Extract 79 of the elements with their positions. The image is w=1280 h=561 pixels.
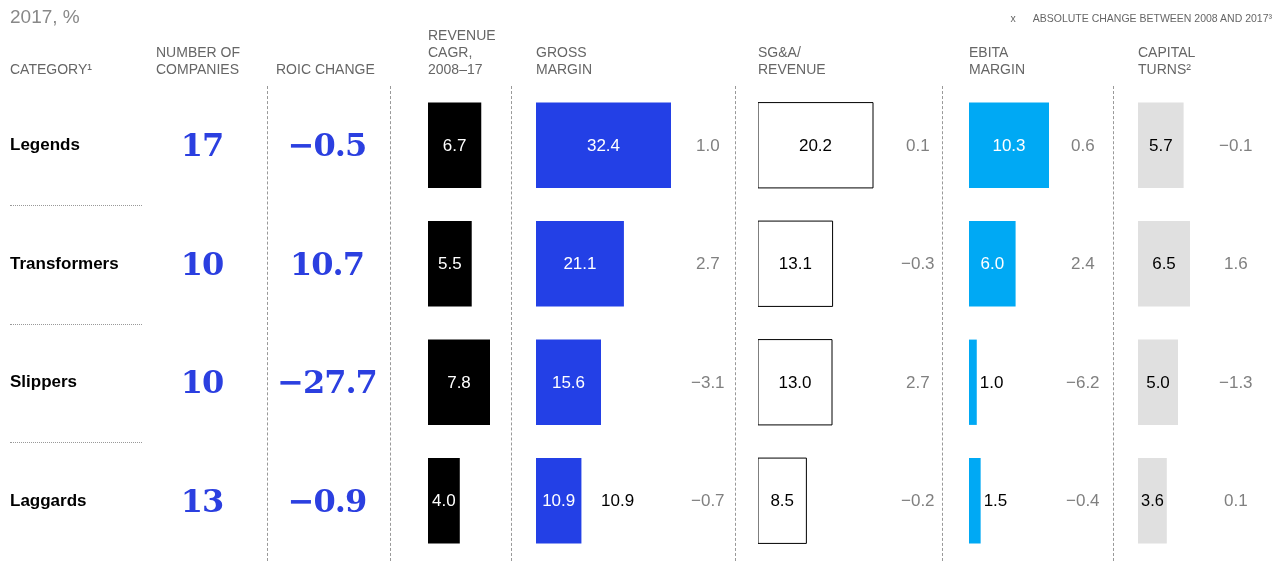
- category-label: Transformers: [10, 253, 119, 274]
- data-label: 32.4: [586, 135, 621, 155]
- data-label: 1.0: [979, 372, 1004, 392]
- text: x ABSOLUTE CHANGE BETWEEN 2008 AND 2017³: [1010, 12, 1272, 24]
- bar: [428, 221, 472, 307]
- text: 0.1: [906, 136, 930, 155]
- data-label: 13.0: [778, 372, 812, 392]
- data-label: 5.5: [438, 254, 462, 274]
- data-label: 6.5: [1152, 254, 1176, 274]
- text: 2.7: [696, 254, 720, 273]
- data-label: 6.7: [442, 135, 467, 155]
- bar: [536, 102, 671, 188]
- text: ROIC CHANGE: [276, 60, 376, 78]
- data-label: 10.7: [290, 244, 364, 283]
- bar: [969, 102, 1049, 188]
- bar: [1138, 339, 1178, 425]
- bar: [428, 458, 460, 544]
- data-label: 6.0: [980, 254, 1005, 274]
- data-label: 10: [180, 363, 224, 401]
- category-label: Slippers: [10, 372, 78, 392]
- text: −0.1: [1219, 136, 1253, 155]
- data-label: 7.8: [447, 372, 471, 392]
- data-label: 5.0: [1146, 372, 1170, 392]
- data-label: 3.6: [1141, 491, 1164, 510]
- data-label: 8.5: [770, 491, 795, 511]
- data-label: 10: [180, 244, 224, 283]
- text: 1.0: [696, 136, 720, 155]
- text: 0.6: [1071, 136, 1095, 155]
- data-label: 15.6: [551, 372, 586, 392]
- bar: [1138, 458, 1167, 544]
- chart-title: REVENUE CAGR, 2008–17: [428, 26, 497, 78]
- data-label: −0.9: [287, 481, 367, 520]
- bar: [758, 457, 807, 544]
- text: −0.7: [691, 491, 725, 510]
- data-label: 17: [180, 126, 224, 164]
- data-label: 10.3: [992, 135, 1026, 155]
- bar: [536, 221, 624, 307]
- text: 1.6: [1224, 254, 1248, 273]
- text: −6.2: [1066, 373, 1100, 392]
- data-label: 13: [180, 481, 224, 520]
- text: −0.3: [901, 254, 935, 273]
- text: NUMBER OF COMPANIES: [156, 43, 241, 78]
- bar: [1138, 221, 1190, 307]
- text: CATEGORY¹: [10, 61, 92, 77]
- text: −0.4: [1066, 491, 1100, 510]
- category-label: Laggards: [10, 490, 87, 511]
- category-label: Legends: [10, 135, 80, 155]
- data-label: 20.2: [798, 135, 833, 155]
- bar: [1138, 102, 1184, 188]
- bar: [428, 102, 482, 188]
- bar: [758, 220, 834, 307]
- data-label: −27.7: [277, 363, 377, 401]
- text: 2.7: [906, 373, 930, 392]
- data-label: 10.9: [542, 491, 576, 511]
- data-label: 13.1: [778, 254, 812, 274]
- chart-title: CAPITAL TURNS²: [1138, 44, 1195, 77]
- bar: [536, 339, 601, 425]
- data-label: 5.7: [1148, 135, 1173, 155]
- text: 0.1: [1224, 491, 1248, 510]
- bar: [969, 339, 977, 425]
- chart-title: GROSS MARGIN: [536, 43, 593, 78]
- annotation: 10.9: [601, 491, 635, 510]
- data-label: 1.5: [983, 491, 1008, 511]
- chart-title: EBITA MARGIN: [969, 44, 1025, 77]
- data-label: −0.5: [287, 126, 367, 164]
- bar: [758, 102, 874, 189]
- text: −3.1: [691, 373, 725, 392]
- data-label: 21.1: [563, 254, 597, 274]
- text: −0.2: [901, 491, 935, 510]
- text: 2017, %: [10, 6, 80, 28]
- bar: [969, 221, 1016, 307]
- chart-title: SG&A/ REVENUE: [758, 43, 827, 78]
- data-label: 4.0: [432, 491, 456, 511]
- bar: [969, 458, 981, 544]
- bar: [758, 339, 833, 426]
- bar: [428, 339, 490, 425]
- text: −1.3: [1219, 373, 1253, 392]
- bar: [536, 458, 582, 544]
- text: 2.4: [1071, 254, 1095, 273]
